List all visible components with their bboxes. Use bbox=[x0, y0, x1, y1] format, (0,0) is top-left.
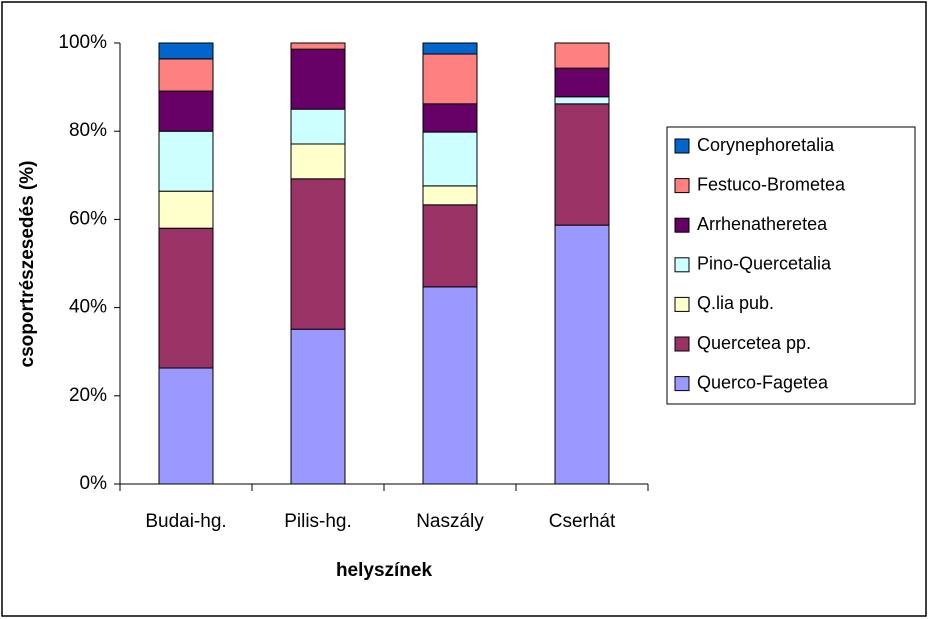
bar-segment bbox=[158, 130, 214, 192]
bar-segment bbox=[158, 90, 214, 132]
y-axis-title: csoportrészesedés (%) bbox=[17, 161, 38, 368]
legend-swatch bbox=[674, 178, 690, 194]
bar-segment bbox=[290, 178, 346, 330]
bar-segment bbox=[554, 96, 610, 105]
x-tick-label: Pilis-hg. bbox=[284, 511, 352, 532]
legend-swatch bbox=[674, 296, 690, 312]
y-tick-label: 0% bbox=[80, 473, 108, 494]
bar-segment bbox=[290, 328, 346, 485]
bar-segment bbox=[158, 190, 214, 229]
legend-label: Querco-Fagetea bbox=[697, 372, 829, 392]
bar-segment bbox=[422, 42, 478, 55]
y-tick-label: 20% bbox=[69, 385, 107, 406]
bar-segment bbox=[422, 103, 478, 133]
bar-segment bbox=[158, 227, 214, 369]
x-tick-label: Naszály bbox=[416, 511, 484, 532]
legend-label: Arrhenatheretea bbox=[697, 214, 828, 234]
bar-segment bbox=[158, 367, 214, 485]
legend-label: Festuco-Brometea bbox=[697, 174, 846, 194]
y-tick-label: 60% bbox=[69, 208, 107, 229]
bar-segment bbox=[422, 185, 478, 206]
legend-swatch bbox=[674, 138, 690, 154]
bar-segment bbox=[554, 42, 610, 69]
y-tick-label: 80% bbox=[69, 120, 107, 141]
bar-segment bbox=[290, 42, 346, 50]
y-tick-label: 100% bbox=[58, 32, 107, 53]
bar-segment bbox=[422, 204, 478, 288]
legend-swatch bbox=[674, 217, 690, 233]
x-tick-label: Budai-hg. bbox=[145, 511, 226, 532]
legend-swatch bbox=[674, 257, 690, 273]
legend-label: Pino-Quercetalia bbox=[697, 254, 832, 274]
bar-segment bbox=[422, 131, 478, 187]
legend-swatch bbox=[674, 336, 690, 352]
y-tick-label: 40% bbox=[69, 297, 107, 318]
bar-segment bbox=[158, 42, 214, 60]
bar-segment bbox=[290, 48, 346, 110]
legend-swatch bbox=[674, 376, 690, 392]
bar-segment bbox=[158, 58, 214, 92]
x-tick-label: Cserhát bbox=[549, 511, 616, 532]
bar-segment bbox=[290, 108, 346, 145]
bar-segment bbox=[554, 103, 610, 226]
legend-label: Corynephoretalia bbox=[697, 135, 835, 155]
bar-segment bbox=[422, 53, 478, 105]
bar-segment bbox=[422, 286, 478, 485]
bar-segment bbox=[554, 224, 610, 485]
bar-segment bbox=[290, 143, 346, 180]
legend-label: Quercetea pp. bbox=[697, 333, 811, 353]
legend-box bbox=[666, 126, 916, 405]
legend-label: Q.lia pub. bbox=[697, 293, 774, 313]
x-axis-title: helyszínek bbox=[336, 560, 433, 581]
bar-segment bbox=[554, 67, 610, 98]
